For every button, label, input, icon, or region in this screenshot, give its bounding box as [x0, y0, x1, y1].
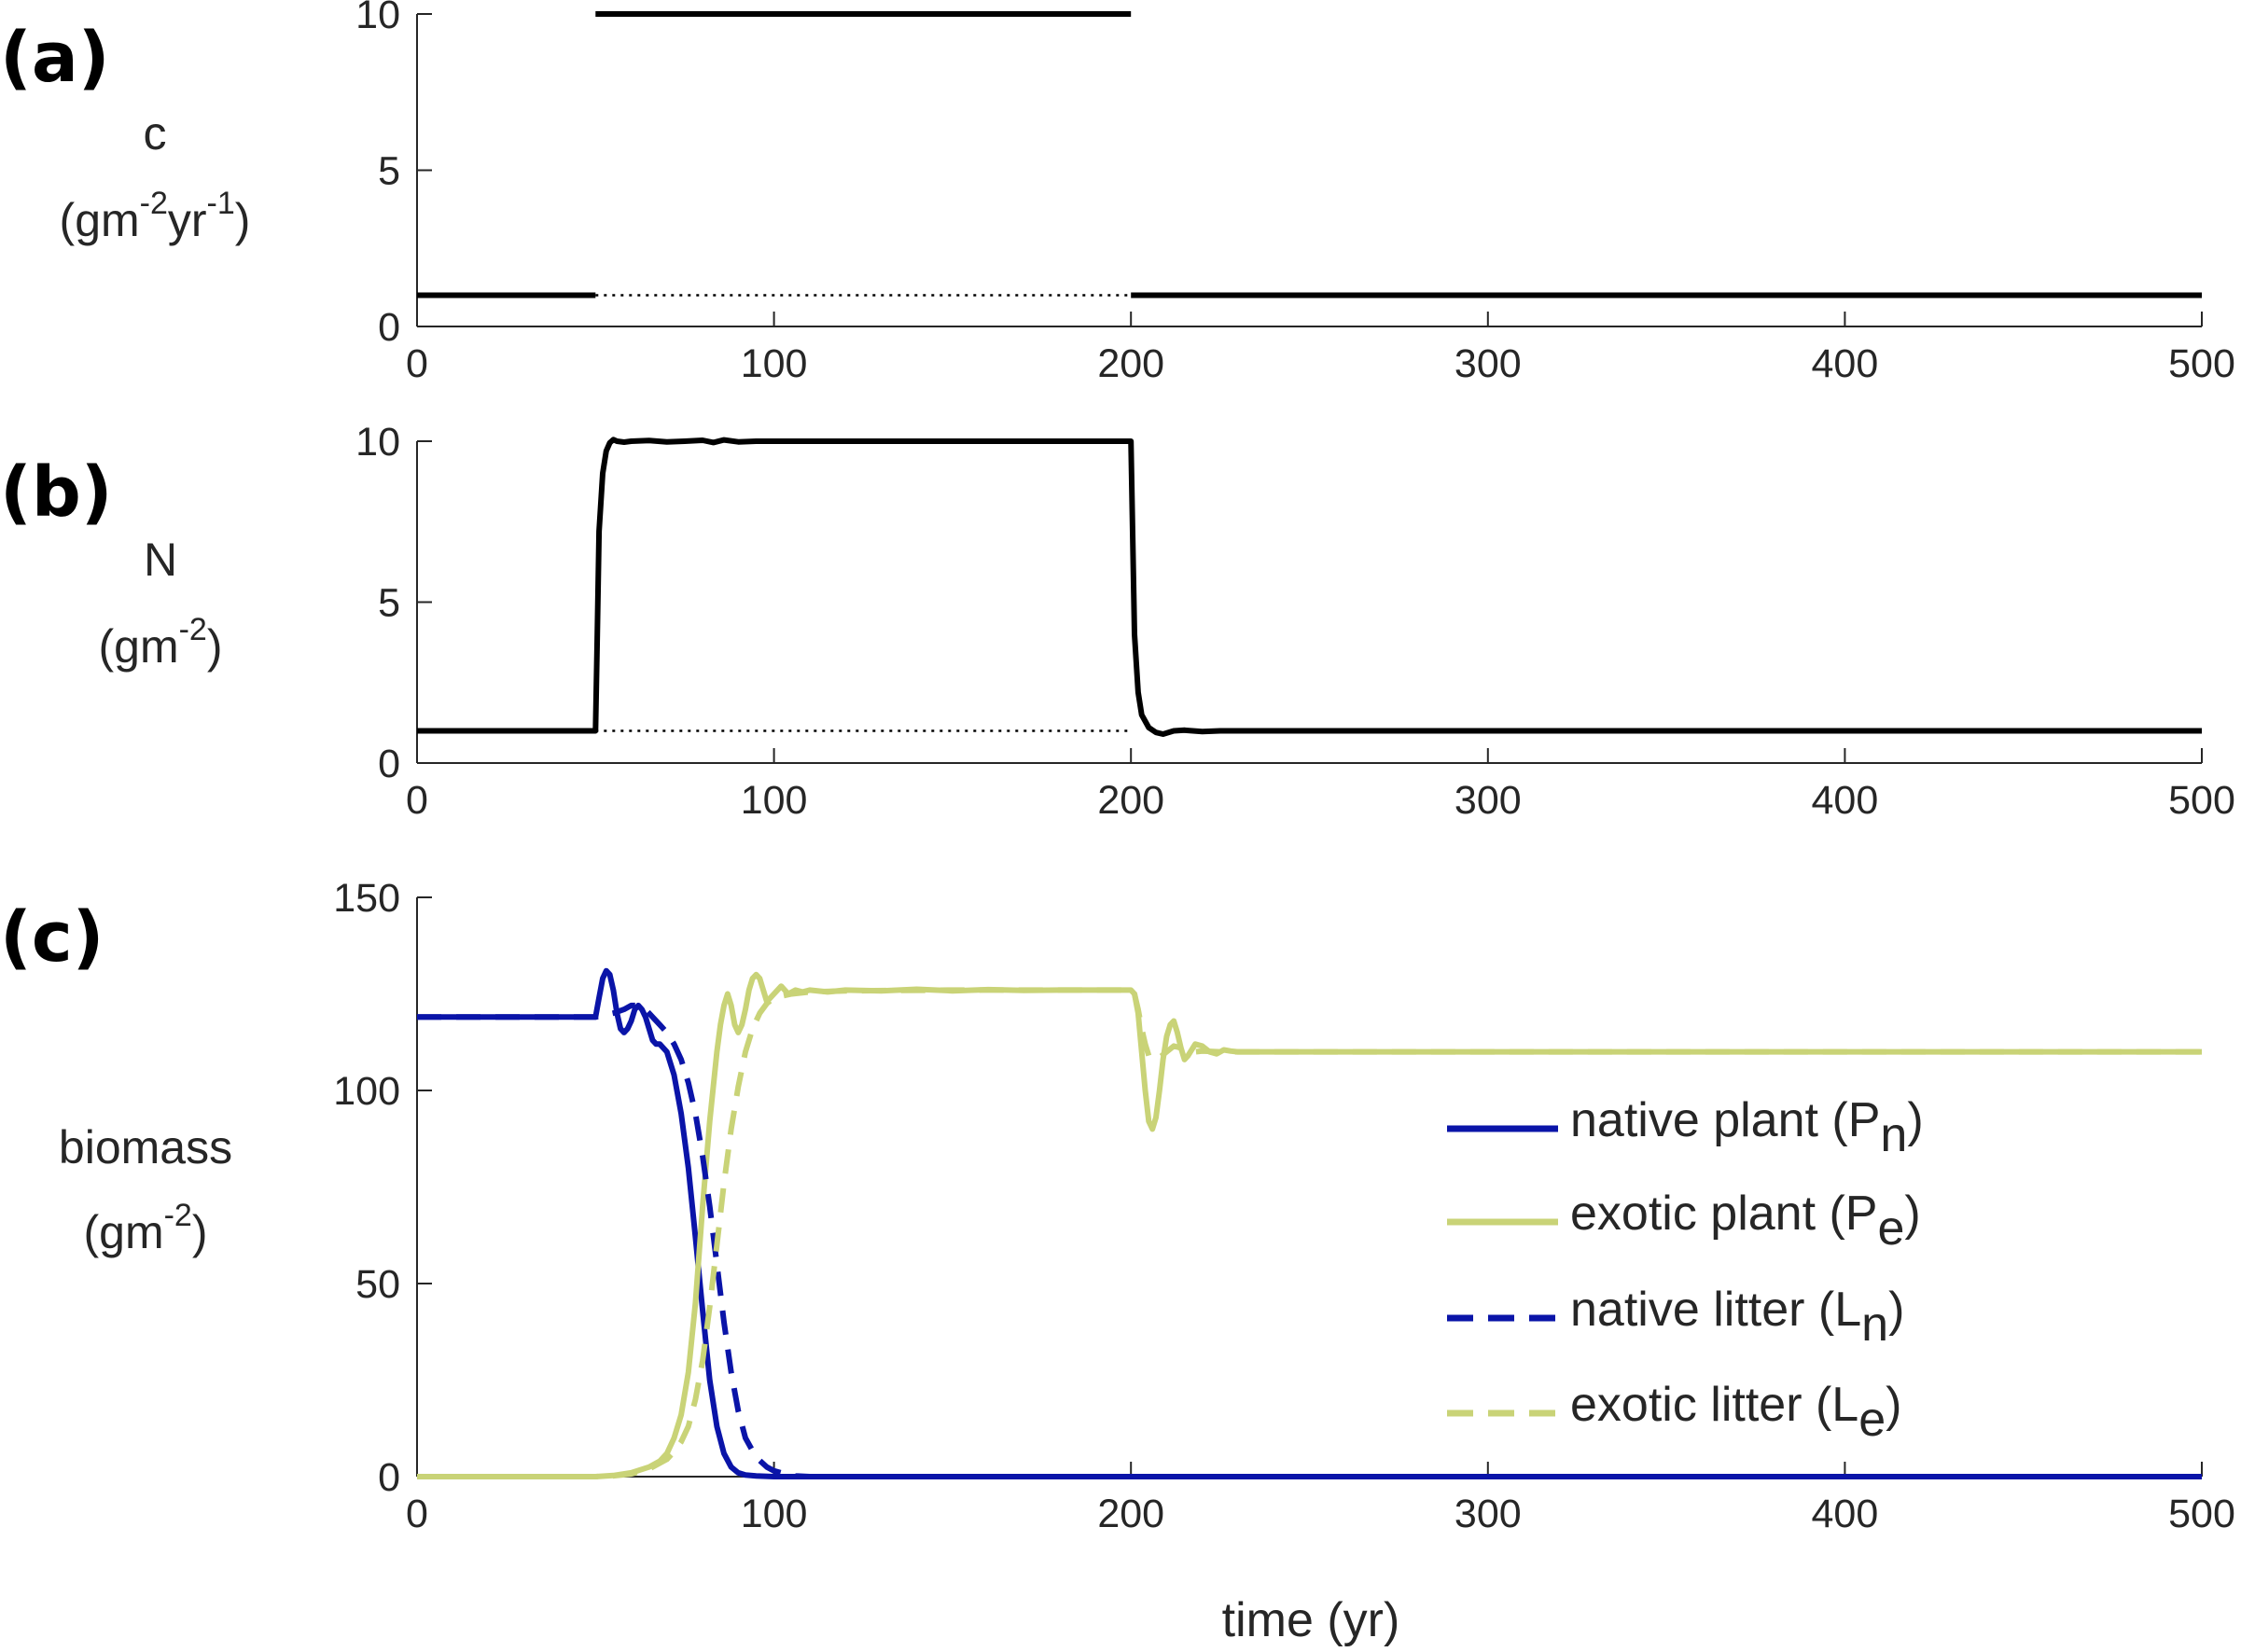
legend-text-native-plant: native plant (P [1570, 1093, 1880, 1147]
x-tick-label-c-1: 100 [741, 1492, 808, 1536]
y-tick-label-c-1: 50 [355, 1262, 400, 1307]
ylabel-c-unit: (gm-2) [84, 1198, 208, 1258]
legend-label-exotic-litter: exotic litter (Le) [1570, 1378, 1901, 1447]
x-tick-label-b-5: 500 [2168, 778, 2235, 823]
x-tick-label-a-1: 100 [741, 341, 808, 386]
panel-b: 0 100 200 300 400 500 0 5 10 [355, 420, 2235, 823]
legend-text-exotic-litter: exotic litter (L [1570, 1378, 1858, 1432]
legend-text-native-litter: native litter (L [1570, 1283, 1861, 1337]
legend-sub-exotic-plant: e [1878, 1201, 1905, 1256]
legend-close-native-plant: ) [1907, 1093, 1923, 1147]
ylabel-c-unit-open: (gm [84, 1206, 164, 1258]
legend-entry-native-plant: native plant (Pn) [1447, 1093, 1924, 1162]
ylabel-a-mid: yr [168, 194, 207, 246]
y-tick-label-b-0: 0 [378, 742, 400, 786]
series-line-c-0 [417, 967, 2202, 1479]
series-line-c-1 [417, 971, 2202, 1479]
x-tick-label-a-2: 200 [1097, 341, 1164, 386]
series-line-b-0 [417, 437, 2202, 737]
ylabel-b: N (gm-2) [99, 534, 223, 673]
legend-label-native-plant: native plant (Pn) [1570, 1093, 1924, 1162]
x-tick-label-a-3: 300 [1455, 341, 1522, 386]
legend-entry-native-litter: native litter (Ln) [1447, 1283, 1904, 1352]
y-tick-label-a-0: 0 [378, 305, 400, 350]
ylabel-b-unit-close: ) [207, 620, 223, 673]
x-tick-label-c-0: 0 [406, 1492, 428, 1536]
legend-sub-exotic-litter: e [1858, 1393, 1886, 1447]
legend: native plant (Pn) exotic plant (Pe) nati… [1447, 1093, 1924, 1447]
y-tick-label-c-0: 0 [378, 1455, 400, 1500]
panel-c: 0 100 200 300 400 500 0 50 100 150 [333, 876, 2235, 1536]
ylabel-c-main: biomass [59, 1121, 232, 1173]
series-line-c-2 [417, 1002, 2202, 1479]
legend-text-exotic-plant: exotic plant (P [1570, 1187, 1878, 1241]
ylabel-c: biomass (gm-2) [59, 1121, 232, 1258]
panel-label-c: (c) [0, 897, 104, 978]
x-tick-label-a-5: 500 [2168, 341, 2235, 386]
ylabel-b-unit-open: (gm [99, 620, 179, 673]
x-tick-label-a-0: 0 [406, 341, 428, 386]
ylabel-b-sup1: -2 [179, 612, 207, 647]
legend-label-exotic-plant: exotic plant (Pe) [1570, 1187, 1921, 1256]
x-tick-label-b-3: 300 [1455, 778, 1522, 823]
legend-sub-native-litter: n [1861, 1298, 1888, 1352]
ylabel-a-sup1: -2 [140, 186, 168, 221]
y-tick-label-b-2: 10 [355, 420, 400, 465]
legend-sub-native-plant: n [1880, 1108, 1907, 1162]
legend-entry-exotic-litter: exotic litter (Le) [1447, 1378, 1901, 1447]
panel-label-b: (b) [0, 452, 113, 533]
y-tick-label-a-1: 5 [378, 149, 400, 194]
legend-entry-exotic-plant: exotic plant (Pe) [1447, 1187, 1921, 1256]
ylabel-a-unit-open: (gm [60, 194, 140, 246]
y-tick-label-c-3: 150 [333, 876, 400, 921]
x-tick-label-c-4: 400 [1812, 1492, 1879, 1536]
series-line-c-3 [417, 987, 2202, 1479]
ylabel-a: c (gm-2yr-1) [60, 107, 251, 246]
legend-close-exotic-plant: ) [1904, 1187, 1920, 1241]
legend-label-native-litter: native litter (Ln) [1570, 1283, 1904, 1352]
x-tick-label-a-4: 400 [1812, 341, 1879, 386]
ylabel-a-unit: (gm-2yr-1) [60, 186, 251, 246]
legend-close-native-litter: ) [1888, 1283, 1904, 1337]
panel-label-a: (a) [0, 18, 110, 98]
y-tick-label-b-1: 5 [378, 581, 400, 626]
ylabel-a-main: c [144, 107, 167, 160]
x-tick-label-b-0: 0 [406, 778, 428, 823]
x-tick-label-b-2: 200 [1097, 778, 1164, 823]
legend-close-exotic-litter: ) [1886, 1378, 1901, 1432]
x-tick-label-c-5: 500 [2168, 1492, 2235, 1536]
ylabel-b-main: N [144, 534, 177, 586]
x-tick-label-c-3: 300 [1455, 1492, 1522, 1536]
ylabel-a-unit-close: ) [235, 194, 251, 246]
x-tick-label-c-2: 200 [1097, 1492, 1164, 1536]
ylabel-b-unit: (gm-2) [99, 612, 223, 673]
x-tick-label-b-1: 100 [741, 778, 808, 823]
x-tick-label-b-4: 400 [1812, 778, 1879, 823]
y-tick-label-a-2: 10 [355, 0, 400, 37]
xlabel-c: time (yr) [1222, 1593, 1400, 1647]
ylabel-c-sup1: -2 [164, 1198, 192, 1233]
ylabel-a-sup2: -1 [207, 186, 235, 221]
ylabel-c-unit-close: ) [192, 1206, 208, 1258]
y-tick-label-c-2: 100 [333, 1069, 400, 1114]
panel-a: 0 100 200 300 400 500 0 5 10 [355, 0, 2235, 386]
